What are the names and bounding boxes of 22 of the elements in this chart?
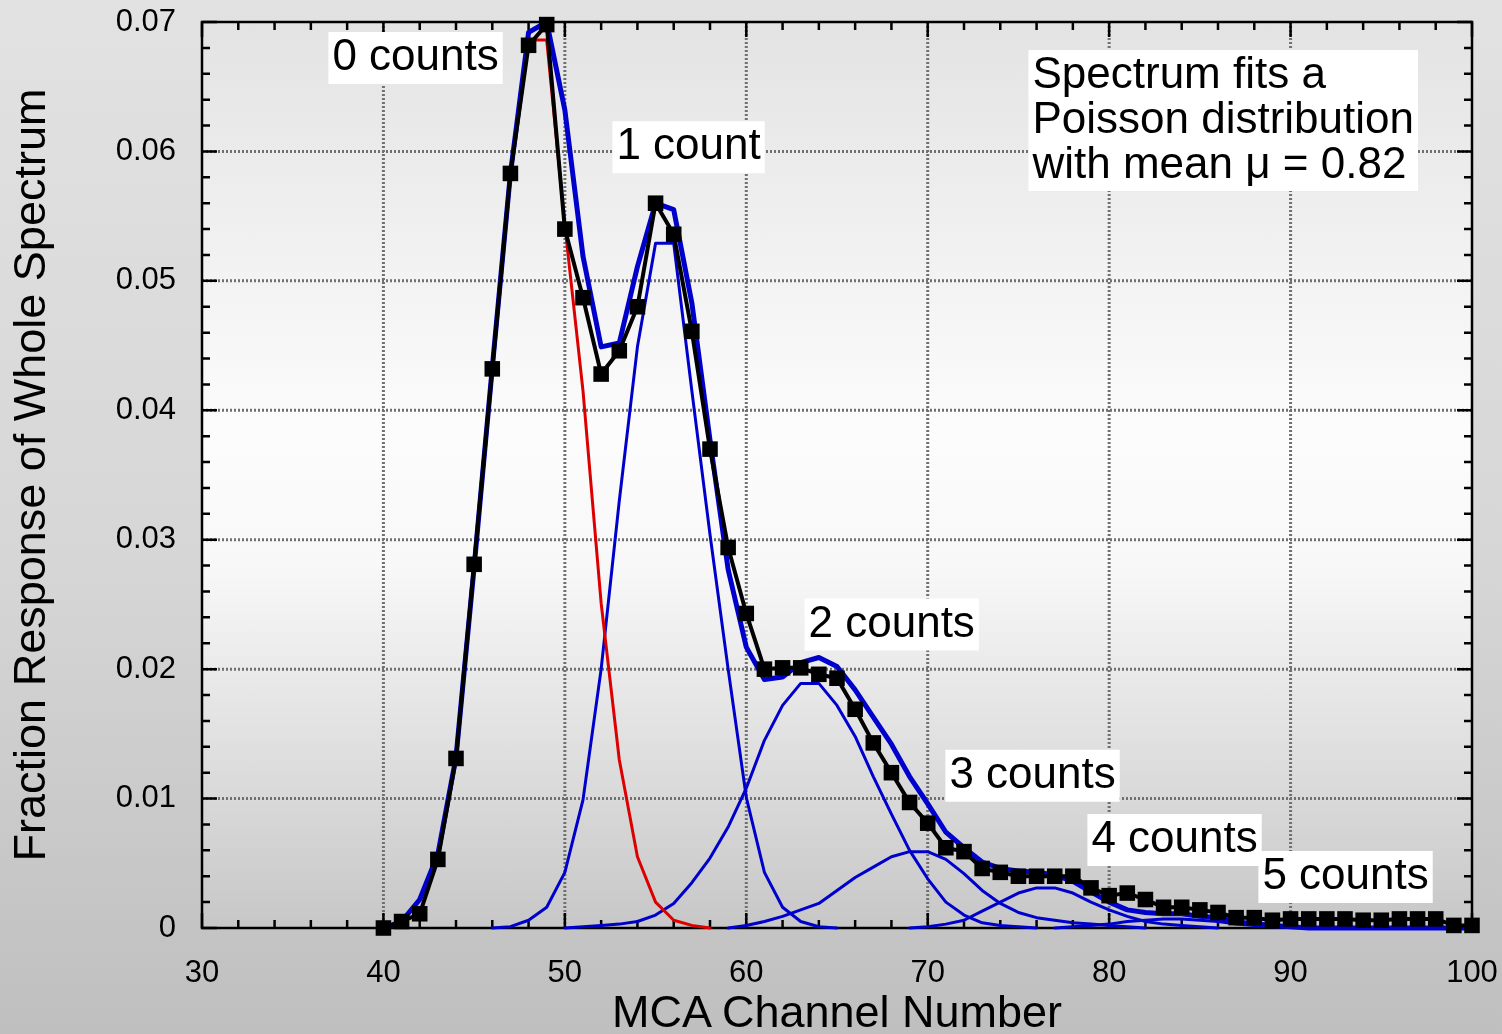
x-tick-label: 30 [184,954,220,990]
x-tick-label: 80 [1091,954,1127,990]
annotation: Spectrum fits a Poisson distribution with mean μ = 0.82 [1031,47,1415,187]
y-tick-label: 0.04 [115,390,176,426]
series-label: 4 counts [1091,812,1258,862]
y-tick-label: 0 [158,908,176,944]
x-tick-label: 90 [1273,954,1308,990]
series-label: 0 counts [332,30,499,80]
x-tick-label: 100 [1446,954,1498,990]
x-tick-label: 40 [366,954,401,990]
annotation: 1 count [616,119,761,169]
y-tick-label: 0.01 [115,779,176,815]
y-tick-label: 0.05 [115,261,176,297]
y-tick-label: 0.02 [115,649,176,685]
y-tick-label: 0.07 [115,2,176,38]
series-label: 3 counts [949,747,1116,797]
series-label: 5 counts [1262,849,1429,899]
series-label: 2 counts [808,596,975,646]
y-tick-label: 0.03 [115,520,176,556]
y-axis-title: Fraction Response of Whole Spectrum [4,88,56,862]
y-tick-label: 0.06 [115,131,176,167]
x-tick-label: 50 [547,954,583,990]
